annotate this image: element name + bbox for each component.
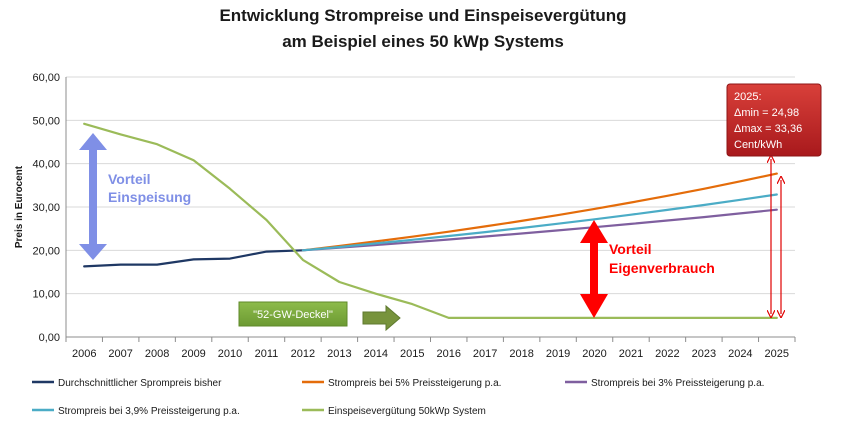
vorteil-einspeisung-annotation: Vorteil Einspeisung	[79, 133, 191, 260]
blue-double-arrow	[79, 133, 107, 260]
x-tick-label: 2008	[145, 348, 169, 360]
delta-arrows-2025	[771, 159, 781, 314]
legend-label: Durchschnittlicher Sprompreis bisher	[58, 378, 222, 389]
vorteil-einspeisung-line2: Einspeisung	[108, 189, 191, 205]
deckel-box	[238, 301, 348, 327]
series-lines	[83, 122, 778, 319]
x-tick-label: 2013	[327, 348, 351, 360]
chart-title-line2: am Beispiel eines 50 kWp Systems	[282, 32, 564, 51]
x-tick-label: 2024	[728, 348, 752, 360]
axes	[65, 77, 796, 342]
vorteil-eigenverbrauch-annotation: Vorteil Eigenverbrauch	[580, 220, 715, 318]
legend-item: Strompreis bei 5% Preissteigerung p.a.	[302, 378, 501, 389]
series-line-4	[301, 193, 778, 252]
legend-label: Strompreis bei 3% Preissteigerung p.a.	[591, 378, 764, 389]
x-tick-label: 2017	[473, 348, 497, 360]
x-tick-label: 2018	[509, 348, 533, 360]
infobox-line4: Cent/kWh	[734, 139, 782, 151]
infobox-line3: Δmax = 33,36	[734, 123, 802, 135]
x-tick-label: 2014	[364, 348, 388, 360]
deckel-annotation: "52-GW-Deckel"	[238, 301, 401, 332]
series-line-2	[301, 172, 778, 252]
x-tick-label: 2025	[765, 348, 789, 360]
legend-item: Durchschnittlicher Sprompreis bisher	[32, 378, 222, 389]
x-tick-label: 2016	[436, 348, 460, 360]
y-tick-label: 0,00	[39, 332, 60, 344]
y-tick-label: 60,00	[32, 72, 60, 84]
x-tick-label: 2022	[655, 348, 679, 360]
x-tick-label: 2015	[400, 348, 424, 360]
x-tick-label: 2011	[255, 348, 279, 360]
x-tick-label: 2007	[108, 348, 132, 360]
series-line-5	[83, 122, 778, 319]
red-double-arrow	[580, 220, 608, 318]
x-tick-label: 2021	[619, 348, 643, 360]
infobox-line1: 2025:	[734, 91, 762, 103]
y-tick-label: 30,00	[32, 202, 60, 214]
chart-title-line1: Entwicklung Strompreise und Einspeisever…	[219, 6, 626, 25]
vorteil-eigenverbrauch-line1: Vorteil	[609, 241, 652, 257]
x-tick-label: 2006	[72, 348, 96, 360]
x-tick-label: 2023	[692, 348, 716, 360]
x-tick-label: 2019	[546, 348, 570, 360]
x-tick-label: 2020	[582, 348, 606, 360]
y-tick-label: 10,00	[32, 289, 60, 301]
legend: Durchschnittlicher Sprompreis bisher Stro…	[32, 378, 764, 417]
legend-item: Einspeisevergütung 50kWp System	[302, 406, 486, 417]
y-tick-label: 50,00	[32, 115, 60, 127]
legend-item: Strompreis bei 3,9% Preissteigerung p.a.	[32, 406, 240, 417]
legend-label: Strompreis bei 5% Preissteigerung p.a.	[328, 378, 501, 389]
x-tick-label: 2012	[291, 348, 315, 360]
x-tick-label: 2010	[218, 348, 242, 360]
deckel-label: "52-GW-Deckel"	[253, 309, 333, 321]
infobox-2025: 2025: Δmin = 24,98 Δmax = 33,36 Cent/kWh	[726, 83, 822, 157]
legend-label: Einspeisevergütung 50kWp System	[328, 406, 486, 417]
infobox-line2: Δmin = 24,98	[734, 107, 799, 119]
series-line-3	[301, 208, 778, 252]
y-tick-label: 20,00	[32, 245, 60, 257]
vorteil-eigenverbrauch-line2: Eigenverbrauch	[609, 260, 715, 276]
deckel-arrow	[362, 304, 401, 332]
legend-label: Strompreis bei 3,9% Preissteigerung p.a.	[58, 406, 240, 417]
series-line-1	[83, 249, 304, 268]
y-tick-label: 40,00	[32, 159, 60, 171]
y-tick-labels: 0,00 10,00 20,00 30,00 40,00 50,00 60,00	[32, 72, 60, 344]
grid-lines	[66, 76, 795, 295]
vorteil-einspeisung-line1: Vorteil	[108, 171, 151, 187]
legend-item: Strompreis bei 3% Preissteigerung p.a.	[565, 378, 764, 389]
x-tick-label: 2009	[181, 348, 205, 360]
y-axis-label: Preis in Eurocent	[14, 165, 25, 248]
x-tick-labels: 2006 2007 2008 2009 2010 2011 2012 2013 2014 2015…	[72, 348, 789, 360]
